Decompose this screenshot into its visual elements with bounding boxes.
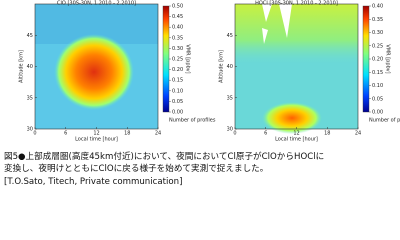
heatmap-top	[235, 4, 358, 64]
x-axis-label: Local time [hour]	[75, 137, 118, 143]
y-tick-label: 30	[227, 127, 233, 133]
y-tick-label: 30	[27, 127, 33, 133]
colorbar-label: VMR [ppbv]	[185, 44, 191, 73]
heatmap-blob	[54, 34, 134, 110]
colorbar-tick-label: 0.05	[372, 96, 383, 102]
colorbar-tick-label: 0.15	[372, 70, 383, 76]
x-tick-label: 0	[233, 131, 236, 137]
y-tick-label: 45	[227, 33, 233, 39]
panel-hocl: HOCl [30S-30N, 1.2010 - 2.2010] 0 6 12 18 24 3…	[219, 1, 400, 143]
x-tick-label: 0	[33, 131, 36, 137]
caption-line: 図5●上部成層圏(高度45km付近)において、夜間においてCl原子がClOからH…	[4, 150, 324, 162]
x-tick-label: 6	[64, 131, 67, 137]
colorbar-tick-label: 0.00	[372, 110, 383, 116]
y-tick-label: 40	[227, 64, 233, 70]
figure: ClO [30S-30N, 1.2010 - 2.2010] 0 6 12 18 24 30…	[4, 1, 400, 188]
caption-line: [T.O.Sato, Titech, Private communication…	[4, 177, 182, 187]
panel-title: ClO [30S-30N, 1.2010 - 2.2010]	[57, 1, 136, 7]
x-tick-label: 12	[93, 131, 99, 137]
y-tick-label: 40	[27, 64, 33, 70]
panel-title: HOCl [30S-30N, 1.2010 - 2.2010]	[255, 1, 338, 7]
x-tick-label: 24	[155, 131, 161, 137]
colorbar-tick-label: 0.25	[372, 43, 383, 49]
caption-line: 変換し、夜明けとともにClOに戻る様子を始めて実測で捉えました。	[4, 162, 268, 174]
x-tick-label: 12	[293, 131, 299, 137]
colorbar-tick-label: 0.30	[172, 46, 183, 52]
colorbar-note: Number of profiles	[369, 118, 400, 124]
x-tick-label: 18	[324, 131, 330, 137]
colorbar-tick-label: 0.25	[172, 57, 183, 63]
no-data-patch	[262, 4, 292, 44]
colorbar-label: VMR [ppbv]	[385, 44, 391, 73]
x-axis-label: Local time [hour]	[275, 137, 318, 143]
colorbar	[362, 5, 370, 113]
colorbar-tick-label: 0.05	[172, 99, 183, 105]
colorbar-tick-label: 0.30	[372, 30, 383, 36]
y-tick-label: 45	[27, 33, 33, 39]
colorbar-tick-label: 0.45	[172, 14, 183, 20]
colorbar-tick-label: 0.15	[172, 78, 183, 84]
colorbar-tick-label: 0.40	[372, 4, 383, 10]
y-axis-label: Altitude [km]	[219, 50, 225, 83]
heatmap-blob	[262, 102, 322, 134]
colorbar-tick-label: 0.50	[172, 4, 183, 10]
x-tick-label: 18	[124, 131, 130, 137]
x-tick-label: 24	[355, 131, 361, 137]
colorbar-tick-label: 0.10	[172, 88, 183, 94]
colorbar-tick-label: 0.10	[372, 83, 383, 89]
colorbar-tick-label: 0.20	[172, 67, 183, 73]
colorbar	[162, 5, 170, 113]
colorbar-tick-label: 0.00	[172, 110, 183, 116]
colorbar-note: Number of profiles	[169, 118, 216, 124]
y-axis-label: Altitude [km]	[19, 50, 25, 83]
y-tick-label: 35	[227, 95, 233, 101]
colorbar-tick-label: 0.35	[172, 35, 183, 41]
colorbar-tick-label: 0.40	[172, 25, 183, 31]
colorbar-tick-label: 0.20	[372, 57, 383, 63]
panel-clo: ClO [30S-30N, 1.2010 - 2.2010] 0 6 12 18 24 30…	[19, 1, 216, 143]
x-tick-label: 6	[264, 131, 267, 137]
colorbar-tick-label: 0.35	[372, 17, 383, 23]
y-tick-label: 35	[27, 95, 33, 101]
